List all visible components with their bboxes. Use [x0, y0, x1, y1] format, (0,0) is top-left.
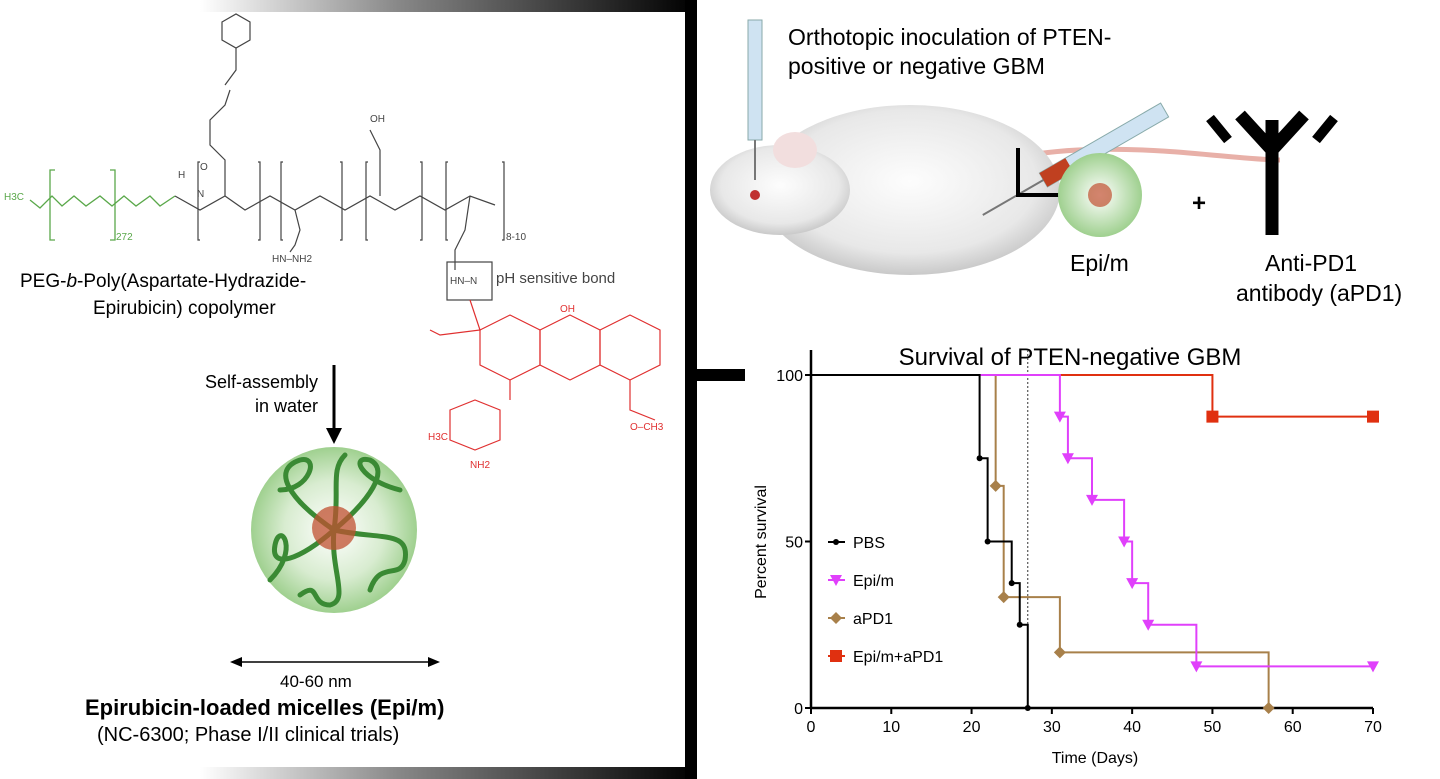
chem-hn-n: HN–N [450, 276, 477, 287]
chem-n: N [197, 189, 204, 200]
data-point [997, 591, 1010, 604]
data-point [1053, 646, 1066, 659]
chem-och3: O–CH3 [630, 422, 664, 433]
data-point [1190, 661, 1203, 673]
x-tick-label: 70 [1364, 719, 1382, 736]
y-tick-label: 50 [785, 535, 803, 552]
chem-h3c-red: H3C [428, 432, 448, 443]
chem-hydrazide: HN–NH2 [272, 254, 312, 265]
legend-marker [830, 650, 842, 662]
x-tick-label: 30 [1043, 719, 1061, 736]
data-point [976, 455, 983, 462]
chem-oh-red: OH [560, 304, 575, 315]
mouse-illustration [710, 19, 1338, 275]
legend-label: Epi/m+aPD1 [853, 649, 943, 666]
micelle-subtitle: (NC-6300; Phase I/II clinical trials) [97, 724, 400, 746]
panel-bottom-border [200, 767, 695, 779]
series-line-epi-m [811, 374, 1373, 668]
self-assembly-line2: in water [254, 396, 318, 416]
antibody-line2: antibody (aPD1) [1236, 280, 1403, 306]
micelle-title: Epirubicin-loaded micelles (Epi/m) [85, 695, 445, 720]
chem-h: H [178, 170, 185, 181]
legend-label: aPD1 [853, 611, 893, 628]
data-point [1262, 702, 1275, 714]
survival-chart: Survival of PTEN-negative GBM Time (Days… [753, 344, 1382, 767]
chem-oh: OH [370, 114, 385, 125]
polymer-backbone [174, 13, 505, 301]
legend-marker [833, 539, 839, 545]
self-assembly-line1: Self-assembly [204, 372, 318, 392]
data-point [1367, 661, 1379, 673]
mouse-eye [750, 190, 760, 200]
legend-label: PBS [853, 535, 885, 552]
mouse-ear [773, 132, 817, 168]
data-point [1053, 411, 1066, 423]
data-point [1024, 705, 1031, 711]
data-point [1142, 619, 1155, 631]
x-tick-label: 10 [882, 719, 900, 736]
copolymer-label-line2: Epirubicin) copolymer [93, 298, 276, 319]
chem-o: O [200, 162, 208, 173]
data-point [1118, 536, 1131, 548]
x-tick-label: 0 [807, 719, 816, 736]
data-point [1367, 410, 1379, 423]
data-point [1016, 621, 1023, 628]
x-tick-label: 50 [1204, 719, 1222, 736]
data-point [1126, 578, 1139, 590]
x-tick-label: 20 [963, 719, 981, 736]
antibody-line1: Anti-PD1 [1265, 250, 1358, 276]
peg-block [29, 169, 176, 241]
chem-nh2: NH2 [470, 460, 490, 471]
chem-peg-repeat: 272 [116, 232, 133, 243]
legend-marker [830, 612, 842, 624]
syringe-left-icon [747, 19, 763, 141]
antibody-icon [1206, 110, 1338, 235]
data-point [1008, 580, 1015, 587]
x-tick-label: 40 [1123, 719, 1141, 736]
inoculation-line1: Orthotopic inoculation of PTEN- [788, 24, 1112, 50]
y-tick-label: 0 [794, 701, 803, 718]
y-axis-label: Percent survival [753, 485, 770, 599]
arrow-head-icon [326, 428, 342, 444]
panel-divider-tick [697, 369, 745, 381]
mouse-head [710, 145, 850, 235]
data-point [1061, 453, 1074, 465]
panel-divider [685, 0, 697, 779]
mouse-body [760, 105, 1060, 275]
data-point [989, 479, 1002, 492]
data-point [984, 538, 991, 545]
drug-core [312, 506, 356, 550]
data-point [1206, 410, 1219, 423]
chem-h3c: H3C [4, 192, 24, 203]
chemical-structure: H3C 272 N H O OH HN–NH2 HN–N 8-10 OH NH2… [4, 13, 664, 471]
legend-label: Epi/m [853, 573, 894, 590]
legend-marker [830, 575, 842, 586]
micelle-graphic [230, 365, 440, 667]
plus-sign: + [1192, 190, 1207, 217]
size-label: 40-60 nm [280, 672, 352, 691]
panel-top-border [200, 0, 695, 12]
x-axis-label: Time (Days) [1052, 750, 1139, 767]
copolymer-label-line1: PEG-b-Poly(Aspartate-Hydrazide- [20, 271, 307, 292]
x-tick-label: 60 [1284, 719, 1302, 736]
chart-title: Survival of PTEN-negative GBM [899, 344, 1242, 371]
epirubicin-structure [429, 299, 661, 451]
ph-bond-label: pH sensitive bond [496, 270, 615, 287]
chem-repeat-end: 8-10 [506, 232, 526, 243]
series-line-epi-m-apd1 [811, 374, 1373, 418]
data-point [1086, 494, 1098, 506]
y-tick-label: 100 [776, 368, 803, 385]
inoculation-line2: positive or negative GBM [788, 53, 1045, 79]
epim-label: Epi/m [1070, 250, 1129, 276]
